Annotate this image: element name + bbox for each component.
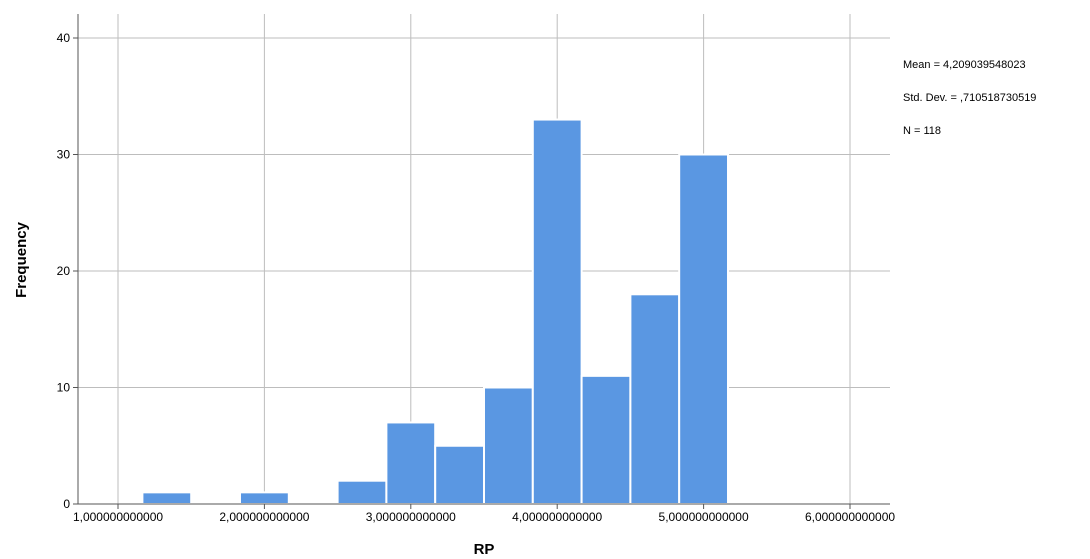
y-tick-label: 30 — [57, 148, 71, 162]
y-tick-label: 20 — [57, 264, 71, 278]
histogram-bar — [434, 444, 486, 505]
histogram-bar — [385, 421, 437, 506]
stat-mean: Mean = 4,209039548023 — [903, 59, 1026, 71]
histogram-bar — [678, 153, 730, 505]
x-tick-label: 3,000000000000 — [366, 510, 456, 524]
x-axis-label: RP — [474, 541, 495, 558]
x-tick-label: 2,000000000000 — [219, 510, 309, 524]
x-tick-label: 1,000000000000 — [73, 510, 163, 524]
histogram-bar — [141, 491, 193, 506]
x-tick-label: 5,000000000000 — [659, 510, 749, 524]
y-axis-label: Frequency — [13, 221, 30, 298]
histogram-bar — [336, 479, 388, 506]
histogram-bar — [629, 293, 681, 505]
y-tick-label: 10 — [57, 381, 71, 395]
tick-labels: 0 10 20 30 40 1,000000000000 2,000000000000 3,0… — [57, 31, 896, 524]
histogram-bar — [531, 118, 583, 506]
histogram-bar — [483, 386, 534, 505]
y-tick-label: 40 — [57, 31, 71, 45]
summary-statistics: Mean = 4,209039548023 Std. Dev. = ,71051… — [903, 38, 1036, 148]
y-tick-label: 0 — [63, 497, 70, 511]
stat-std-dev: Std. Dev. = ,710518730519 — [903, 92, 1037, 104]
stat-n: N = 118 — [903, 125, 942, 137]
histogram-bars — [141, 118, 730, 506]
axes — [73, 14, 890, 509]
histogram-bar — [238, 491, 290, 506]
x-tick-label: 4,000000000000 — [512, 510, 602, 524]
x-tick-label: 6,000000000000 — [805, 510, 895, 524]
histogram-bar — [580, 374, 632, 505]
